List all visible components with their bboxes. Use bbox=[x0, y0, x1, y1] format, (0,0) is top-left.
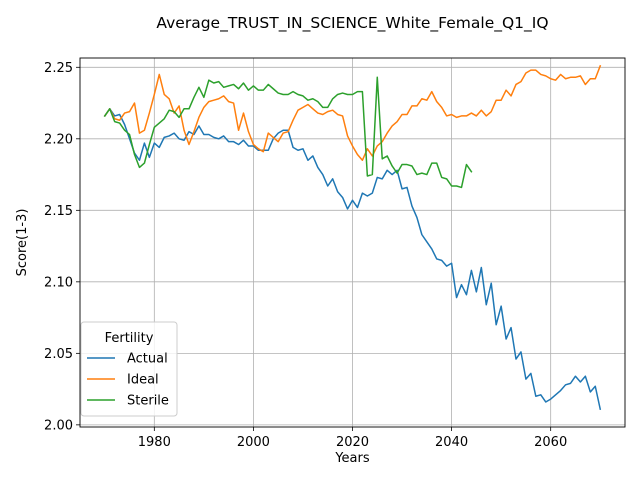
legend: Fertility Actual Ideal Sterile bbox=[80, 321, 178, 417]
y-tick-label: 2.05 bbox=[44, 347, 73, 362]
x-axis-label: Years bbox=[334, 451, 370, 466]
y-tick-label: 2.10 bbox=[44, 275, 73, 290]
series-layer bbox=[103, 64, 602, 411]
y-axis-label: Score(1-3) bbox=[15, 209, 30, 277]
series-line-ideal bbox=[103, 64, 602, 162]
x-tick-label: 2020 bbox=[336, 435, 369, 450]
y-tick-label: 2.20 bbox=[44, 132, 73, 147]
legend-label-sterile: Sterile bbox=[127, 394, 169, 409]
y-tick-label: 2.00 bbox=[44, 418, 73, 433]
legend-label-actual: Actual bbox=[127, 352, 168, 367]
legend-entries: Actual Ideal Sterile bbox=[87, 352, 169, 409]
x-tick-label: 1980 bbox=[138, 435, 171, 450]
legend-title: Fertility bbox=[105, 331, 154, 346]
series-line-sterile bbox=[103, 76, 473, 189]
x-tick-label: 2060 bbox=[534, 435, 567, 450]
x-tick-label: 2040 bbox=[435, 435, 468, 450]
legend-box bbox=[80, 321, 178, 417]
grid-lines bbox=[80, 58, 625, 427]
y-tick-label: 2.25 bbox=[44, 61, 73, 76]
legend-label-ideal: Ideal bbox=[127, 373, 159, 388]
y-tick-label: 2.15 bbox=[44, 204, 73, 219]
y-axis-ticks: 2.00 2.05 2.10 2.15 2.20 2.25 bbox=[44, 61, 80, 433]
chart-title: Average_TRUST_IN_SCIENCE_White_Female_Q1… bbox=[156, 14, 548, 33]
x-tick-label: 2000 bbox=[237, 435, 270, 450]
series-line-actual bbox=[103, 108, 602, 411]
x-axis-ticks: 1980 2000 2020 2040 2060 bbox=[138, 427, 567, 450]
